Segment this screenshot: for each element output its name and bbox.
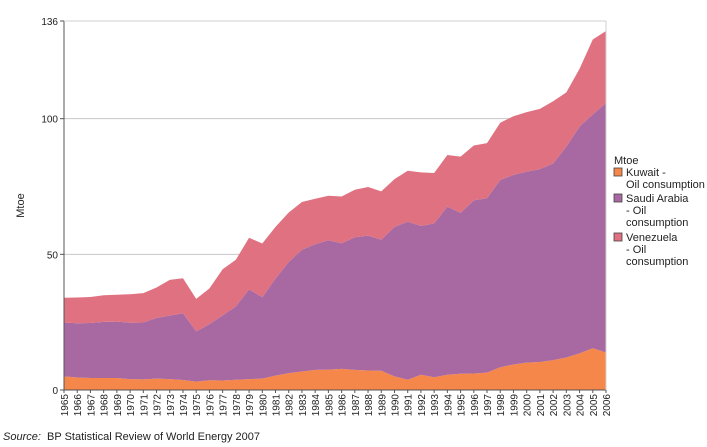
x-tick-label: 1999 [509,394,520,417]
legend-entry: Saudi Arabia - Oil consumption [626,193,689,229]
y-tick-label: 50 [47,250,59,261]
x-tick-label: 1998 [496,394,507,417]
series-areas [64,31,606,390]
y-axis-label: Mtoe [15,193,27,217]
series-area-0 [64,348,606,390]
x-tick-label: 1983 [298,394,309,417]
y-tick-label: 136 [41,17,58,28]
legend-swatch [613,232,623,242]
y-tick-labels: 0 50 100 136 [41,17,64,397]
x-tick-label: 1984 [311,394,322,417]
legend-entry: Kuwait -Oil consumption [626,167,705,191]
x-tick-label: 1992 [417,394,428,417]
x-tick-label: 1967 [86,394,97,417]
x-tick-label: 1997 [483,394,494,417]
x-tick-label: 2001 [536,394,547,417]
source-text: BP Statistical Review of World Energy 20… [47,431,261,443]
x-tick-label: 1996 [470,394,481,417]
x-tick-label: 1966 [73,394,84,417]
x-tick-label: 1980 [258,394,269,417]
x-tick-label: 1973 [166,394,177,417]
x-tick-label: 2006 [602,394,613,417]
x-tick-label: 1989 [377,394,388,417]
x-tick-label: 1982 [285,394,296,417]
legend-title: Mtoe [614,155,638,167]
x-tick-label: 1985 [324,394,335,417]
source-label: Source: [3,431,41,443]
x-tick-label: 1971 [139,394,150,417]
axes [63,20,607,391]
x-tick-label: 1990 [390,394,401,417]
x-tick-label: 2000 [523,394,534,417]
x-tick-label: 1981 [272,394,283,417]
x-tick-label: 1968 [100,394,111,417]
x-tick-label: 1995 [457,394,468,417]
x-tick-label: 1976 [205,394,216,417]
y-tick-label: 0 [52,386,58,397]
x-tick-label: 2002 [549,394,560,417]
x-tick-label: 1965 [60,394,71,417]
x-tick-label: 1994 [443,394,454,417]
legend-swatch [613,167,623,177]
x-tick-label: 1991 [404,394,415,417]
x-tick-labels: 1965 1966 1967 1968 1969 1970 1971 1972 1973 1974… [60,390,613,416]
series-area-2 [64,31,606,332]
x-tick-label: 1993 [430,394,441,417]
x-tick-label: 1969 [113,394,124,417]
x-tick-label: 1978 [232,394,243,417]
series-area-1 [64,102,606,382]
x-tick-label: 1972 [153,394,164,417]
x-tick-label: 2005 [589,394,600,417]
x-tick-label: 1970 [126,394,137,417]
legend-entry: Venezuela - Oil consumption [626,232,688,268]
x-tick-label: 2004 [576,394,587,417]
y-tick-label: 100 [41,115,58,126]
x-tick-label: 1974 [179,394,190,417]
legend-swatch [613,193,623,203]
x-tick-label: 2003 [562,394,573,417]
x-tick-label: 1975 [192,394,203,417]
x-tick-label: 1986 [338,394,349,417]
x-tick-label: 1987 [351,394,362,417]
x-tick-label: 1977 [219,394,230,417]
source-note: Source: BP Statistical Review of World E… [3,431,260,443]
x-tick-label: 1988 [364,394,375,417]
x-tick-label: 1979 [245,394,256,417]
